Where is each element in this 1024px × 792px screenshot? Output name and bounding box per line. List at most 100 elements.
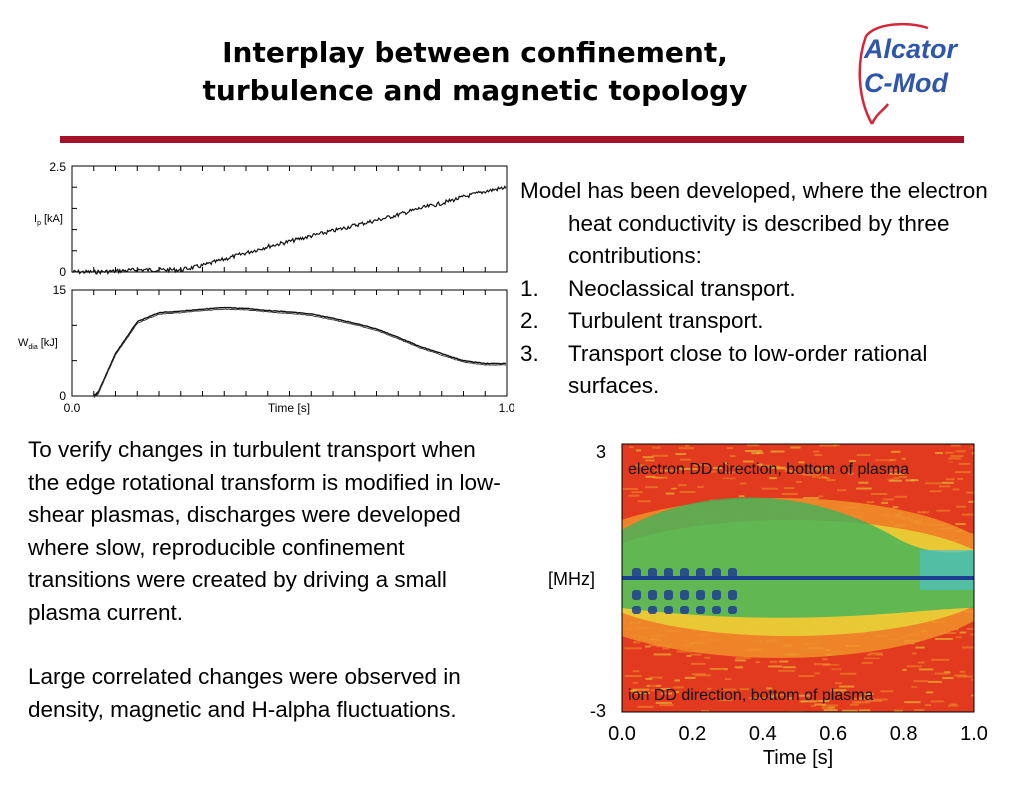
spectrogram-texel — [840, 672, 857, 675]
spectrogram-texel — [961, 676, 974, 679]
title-line-2: turbulence and magnetic topology — [202, 74, 748, 107]
spectrogram-texel — [790, 473, 805, 476]
spectrogram-texel — [934, 637, 953, 640]
spectrogram-texel — [966, 627, 974, 630]
spectrogram-texel — [718, 699, 733, 702]
spectrogram-texel — [954, 471, 972, 474]
spectrogram-texel — [721, 687, 729, 690]
spectrogram-texel — [953, 674, 967, 677]
spectrogram-texel — [961, 513, 974, 516]
spectrogram-texel — [857, 464, 872, 467]
ip-ytick-bottom: 0 — [59, 265, 66, 279]
spectrogram-texel — [783, 487, 795, 490]
spectrogram-texel — [722, 485, 730, 488]
spectrogram-texel — [624, 674, 642, 677]
coherent-mode-blob — [664, 590, 673, 600]
spectrogram-texel — [917, 511, 925, 514]
spectrogram-texel — [773, 694, 786, 697]
spectrogram-texel — [950, 703, 957, 706]
spectrogram-texel — [766, 687, 773, 690]
spectrogram-texel — [693, 464, 710, 467]
spectrogram-texel — [908, 686, 923, 689]
w-plot-frame — [71, 289, 508, 397]
spectrogram-texel — [930, 700, 944, 703]
spectrogram-texel — [768, 665, 782, 668]
spectrogram-texel — [628, 494, 640, 497]
spectrogram-texel — [676, 650, 693, 653]
spectrogram-texel — [682, 681, 689, 684]
spectrogram-texel — [637, 705, 654, 708]
spectrogram-texel — [970, 678, 974, 681]
spectrogram-texel — [950, 455, 964, 458]
spectrogram-texel — [865, 655, 881, 658]
spectrogram-texel — [962, 527, 970, 530]
spectrogram-texel — [830, 689, 847, 692]
spectrogram-texel — [881, 501, 889, 504]
spectrogram-texel — [716, 460, 721, 463]
spectrogram-texel — [796, 454, 813, 457]
spectrogram-texel — [952, 488, 960, 491]
ip-series-line — [71, 185, 507, 276]
spectrogram-texel — [627, 454, 644, 457]
spectrogram-texel — [842, 709, 858, 712]
spectrogram-texel — [785, 480, 795, 483]
spectrogram-texel — [955, 685, 964, 688]
spectrogram-texel — [635, 495, 652, 498]
spectrogram-texel — [973, 502, 974, 505]
spectrogram-texel — [875, 459, 894, 462]
spectrogram-texel — [922, 511, 929, 514]
spectrogram-texel — [723, 681, 740, 684]
spectrogram-texel — [955, 655, 969, 658]
item-text: Turbulent transport. — [568, 308, 764, 333]
spectrogram-texel — [629, 446, 634, 449]
spectrogram-texel — [816, 477, 830, 480]
spectrogram-texel — [725, 659, 736, 662]
spectrogram-texel — [729, 465, 739, 468]
spectrogram-texel — [916, 663, 923, 666]
spectrogram-texel — [850, 468, 861, 471]
spectrogram-texel — [914, 488, 932, 491]
spectrogram-texel — [784, 469, 795, 472]
spec-xtick-label: 1.0 — [960, 723, 988, 745]
spectrogram-texel — [749, 677, 758, 680]
spectrogram-texel — [839, 685, 855, 688]
spectrogram-texel — [761, 487, 778, 490]
spectrogram-texel — [690, 696, 707, 699]
spectrogram-texel — [686, 654, 692, 657]
spectrogram-texel — [798, 675, 815, 678]
spectrogram-texel — [648, 644, 661, 647]
spectrogram-texel — [647, 659, 654, 662]
spectrogram-texel — [935, 451, 943, 454]
spectrogram-texel — [865, 699, 883, 702]
spectrogram-texel — [685, 444, 690, 447]
spectrogram-texel — [722, 688, 737, 691]
spectrogram-texel — [925, 704, 932, 707]
spectrogram-texel — [744, 491, 757, 494]
spectrogram-texel — [798, 472, 804, 475]
spectrogram-texel — [662, 647, 670, 650]
coherent-mode-blob — [648, 590, 657, 600]
spectrogram-texel — [921, 456, 928, 459]
spectrogram-texel — [654, 469, 668, 472]
spectrogram-texel — [674, 679, 681, 682]
spectrogram-texel — [707, 687, 712, 690]
spectrogram-texel — [641, 652, 653, 655]
spectrogram-texel — [686, 456, 700, 459]
spectrogram-texel — [899, 675, 909, 678]
spectrogram-texel — [655, 476, 663, 479]
spectrogram-texel — [924, 482, 942, 485]
spectrogram-texel — [769, 660, 778, 663]
spectrogram-texel — [677, 448, 694, 451]
spectrogram-texel — [913, 680, 929, 683]
spectrogram-texel — [790, 446, 801, 449]
spectrogram-texel — [911, 652, 917, 655]
spectrogram-texel — [859, 709, 871, 712]
spectrogram-texel — [856, 454, 871, 457]
spectrogram-texel — [798, 461, 805, 464]
spectrogram-texel — [822, 658, 828, 661]
spectrogram-texel — [818, 495, 824, 498]
spectrogram-texel — [695, 674, 712, 677]
spectrogram-texel — [797, 694, 810, 697]
spectrogram-texel — [955, 683, 969, 686]
spectrogram-texel — [864, 657, 880, 660]
